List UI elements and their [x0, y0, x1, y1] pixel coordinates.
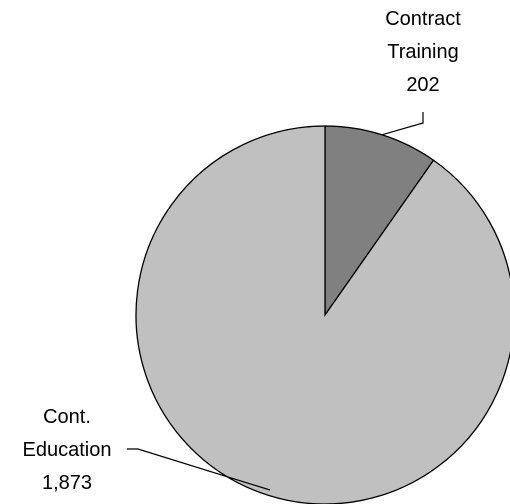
slice-label-contract-training-line1: Contract — [385, 8, 461, 30]
leader-lines — [127, 112, 424, 491]
slice-value-cont-education: 1,873 — [42, 472, 92, 494]
slice-value-contract-training: 202 — [406, 74, 439, 96]
pie-slice-cont-education — [135, 125, 510, 504]
slice-label-contract-training-line2: Training — [387, 41, 459, 63]
pie-slices — [135, 125, 510, 504]
slice-label-cont-education-line1: Cont. — [43, 406, 91, 428]
leader-line-contract-training — [381, 112, 424, 136]
slice-label-cont-education-line2: Education — [23, 439, 112, 461]
pie-slice-contract-training — [324, 125, 435, 318]
leader-line-cont-education — [127, 448, 271, 491]
